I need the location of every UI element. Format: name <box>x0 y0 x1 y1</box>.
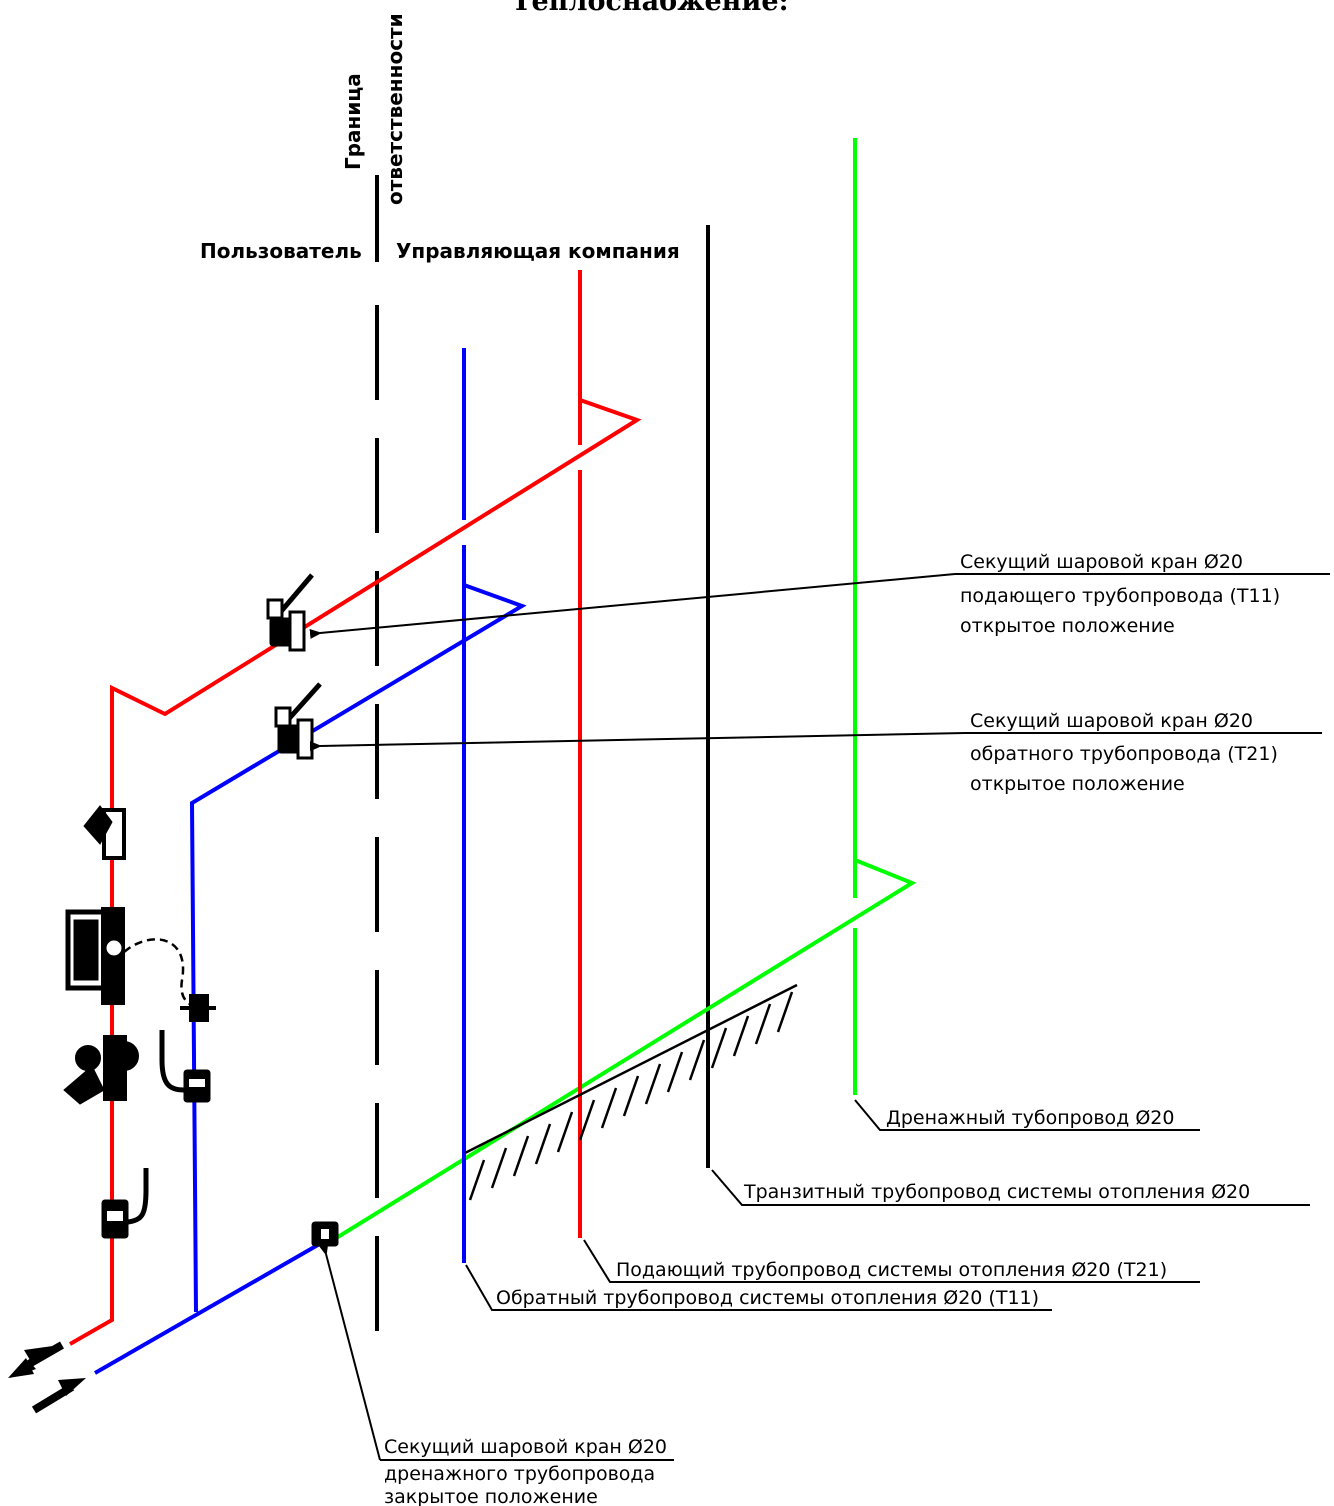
temp-sensor-icon <box>180 994 216 1022</box>
transit-pipe-label: Транзитный трубопровод системы отопления… <box>743 1181 1250 1203</box>
callout-line: открытое положение <box>970 773 1185 795</box>
return-ball-valve-icon <box>274 682 322 760</box>
callout-line: Секущий шаровой кран Ø20 <box>970 710 1253 732</box>
callout-line: открытое положение <box>960 615 1175 637</box>
return-in-arrow-icon <box>31 1378 86 1414</box>
callout-line: дренажного трубопровода <box>384 1463 655 1485</box>
drain-pipe-label: Дренажный тубопровод Ø20 <box>886 1107 1174 1129</box>
callout-line: закрытое положение <box>384 1486 598 1506</box>
boundary-label-line2: ответственности <box>383 13 407 205</box>
return-pipe-label: Обратный трубопровод системы отопления Ø… <box>496 1287 1039 1309</box>
supply-ball-valve-lower-icon <box>101 1168 149 1239</box>
drain-ball-valve-icon <box>311 1221 339 1247</box>
leader-lines <box>309 573 1330 1461</box>
callout-line: подающего трубопровода (Т11) <box>960 585 1280 607</box>
user-heading: Пользователь <box>200 239 362 263</box>
page-title: Теплоснабжение: <box>511 0 789 17</box>
supply-ball-valve-icon <box>266 573 314 652</box>
ground-hatch <box>464 983 798 1201</box>
heat-meter-icon <box>65 907 200 1011</box>
strainer-filter-icon <box>83 805 126 860</box>
return-valve-callout: Секущий шаровой кран Ø20 обратного трубо… <box>970 710 1278 795</box>
company-heading: Управляющая компания <box>396 239 680 263</box>
return-pipe <box>94 348 527 1375</box>
callout-line: Секущий шаровой кран Ø20 <box>384 1436 667 1458</box>
drain-valve-callout: Секущий шаровой кран Ø20 дренажного труб… <box>384 1436 667 1506</box>
boundary-heading: Граница ответственности <box>341 13 407 205</box>
callout-line: Секущий шаровой кран Ø20 <box>960 551 1243 573</box>
supply-out-arrow-icon <box>8 1341 64 1378</box>
supply-pipe <box>69 270 642 1346</box>
control-valve-icon <box>63 1035 139 1105</box>
boundary-label-line1: Граница <box>341 73 365 170</box>
callout-line: обратного трубопровода (Т21) <box>970 743 1278 765</box>
supply-pipe-label: Подающий трубопровод системы отопления Ø… <box>616 1259 1167 1281</box>
supply-valve-callout: Секущий шаровой кран Ø20 подающего трубо… <box>960 551 1280 637</box>
return-ball-valve-lower-icon <box>159 1030 211 1103</box>
